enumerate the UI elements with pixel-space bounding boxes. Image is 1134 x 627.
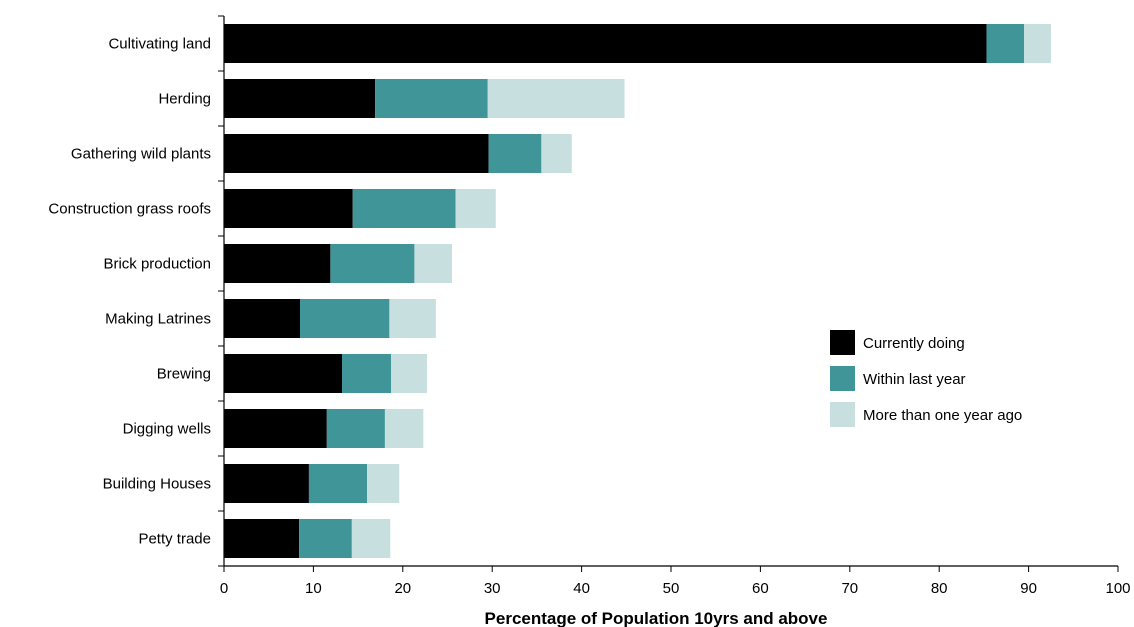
- x-tick-label: 100: [1105, 580, 1130, 597]
- category-label-building-houses: Building Houses: [103, 476, 211, 493]
- x-tick-label: 10: [305, 580, 322, 597]
- bar-brick-production-currently-doing: [224, 244, 331, 283]
- x-tick-label: 0: [220, 580, 228, 597]
- bar-herding-currently-doing: [224, 79, 376, 118]
- bar-making-latrines-within-last-year: [299, 299, 390, 338]
- legend: Currently doing Within last year More than…: [830, 330, 1022, 427]
- x-tick-label: 70: [841, 580, 858, 597]
- x-axis-title: Percentage of Population 10yrs and above: [485, 609, 828, 627]
- legend-swatch-more-than-one-year-ago: [830, 402, 855, 427]
- bar-construction-grass-roofs-more-than-one-year-ago: [455, 189, 496, 228]
- category-label-digging-wells: Digging wells: [123, 421, 211, 438]
- bar-brewing-within-last-year: [342, 354, 392, 393]
- category-label-petty-trade: Petty trade: [138, 531, 211, 548]
- bar-building-houses-more-than-one-year-ago: [367, 464, 400, 503]
- bar-brick-production-more-than-one-year-ago: [414, 244, 452, 283]
- bar-building-houses-currently-doing: [224, 464, 309, 503]
- bar-brewing-more-than-one-year-ago: [391, 354, 427, 393]
- bar-digging-wells-currently-doing: [224, 409, 327, 448]
- bar-making-latrines-more-than-one-year-ago: [389, 299, 436, 338]
- bar-digging-wells-more-than-one-year-ago: [384, 409, 424, 448]
- x-tick-label: 30: [484, 580, 501, 597]
- bar-petty-trade-currently-doing: [224, 519, 300, 558]
- category-label-gathering-wild-plants: Gathering wild plants: [71, 146, 211, 163]
- x-tick-label: 80: [931, 580, 948, 597]
- category-label-construction-grass-roofs: Construction grass roofs: [48, 201, 211, 218]
- bar-cultivating-land-more-than-one-year-ago: [1024, 24, 1051, 63]
- legend-swatch-within-last-year: [830, 366, 855, 391]
- bar-construction-grass-roofs-currently-doing: [224, 189, 353, 228]
- bar-digging-wells-within-last-year: [326, 409, 385, 448]
- category-label-brick-production: Brick production: [103, 256, 211, 273]
- legend-label-more-than-one-year-ago: More than one year ago: [863, 407, 1022, 424]
- bar-petty-trade-more-than-one-year-ago: [351, 519, 391, 558]
- axes-layer: Cultivating land Herding Gathering wild pl…: [48, 15, 1131, 597]
- bar-petty-trade-within-last-year: [299, 519, 352, 558]
- x-tick-label: 90: [1020, 580, 1037, 597]
- bar-gathering-wild-plants-more-than-one-year-ago: [541, 134, 572, 173]
- category-label-herding: Herding: [158, 91, 211, 108]
- bar-cultivating-land-within-last-year: [986, 24, 1025, 63]
- bar-gathering-wild-plants-currently-doing: [224, 134, 489, 173]
- bar-brick-production-within-last-year: [330, 244, 415, 283]
- x-tick-label: 40: [573, 580, 590, 597]
- category-label-making-latrines: Making Latrines: [105, 311, 211, 328]
- x-tick-label: 60: [752, 580, 769, 597]
- bar-herding-more-than-one-year-ago: [487, 79, 625, 118]
- bar-making-latrines-currently-doing: [224, 299, 300, 338]
- bar-building-houses-within-last-year: [308, 464, 368, 503]
- bars-layer: [224, 24, 1051, 558]
- bar-gathering-wild-plants-within-last-year: [488, 134, 542, 173]
- bar-cultivating-land-currently-doing: [224, 24, 987, 63]
- category-label-cultivating-land: Cultivating land: [108, 36, 211, 53]
- category-label-brewing: Brewing: [157, 366, 211, 383]
- bar-herding-within-last-year: [375, 79, 488, 118]
- legend-label-within-last-year: Within last year: [863, 371, 966, 388]
- legend-label-currently-doing: Currently doing: [863, 335, 965, 352]
- x-tick-label: 50: [663, 580, 680, 597]
- x-tick-label: 20: [394, 580, 411, 597]
- legend-swatch-currently-doing: [830, 330, 855, 355]
- bar-construction-grass-roofs-within-last-year: [352, 189, 456, 228]
- bar-brewing-currently-doing: [224, 354, 343, 393]
